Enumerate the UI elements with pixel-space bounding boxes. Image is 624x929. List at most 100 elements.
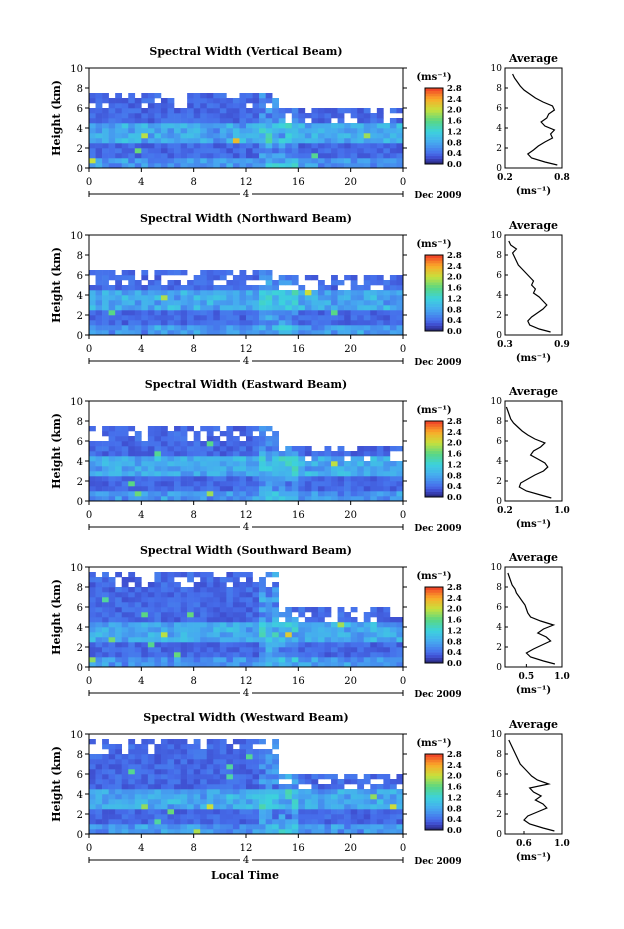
heatmap-cell: [128, 597, 136, 603]
heatmap-cell: [246, 320, 253, 326]
heatmap-cell: [121, 764, 129, 770]
heatmap-cell: [128, 809, 136, 815]
heatmap-cell: [396, 123, 404, 129]
heatmap-cell: [317, 657, 325, 663]
heatmap-cell: [383, 612, 391, 618]
heatmap-cell: [102, 819, 109, 825]
heatmap-cell: [396, 662, 404, 668]
heatmap-cell: [219, 809, 227, 815]
heatmap-cell: [147, 784, 155, 790]
heatmap-cell: [285, 491, 293, 497]
heatmap-cell: [134, 325, 142, 331]
heatmap-cell: [357, 814, 365, 820]
heatmap-cell: [376, 491, 384, 497]
heatmap-cell: [272, 759, 280, 765]
heatmap-cell: [350, 305, 358, 311]
heatmap-cell: [298, 158, 306, 164]
heatmap-cell: [128, 315, 136, 321]
heatmap-cell: [180, 607, 188, 613]
heatmap-cell: [285, 290, 293, 296]
heatmap-cell: [278, 163, 286, 169]
colorbar-frame: [424, 254, 444, 332]
heatmap-cell: [232, 451, 240, 457]
heatmap-cell: [89, 471, 96, 477]
heatmap-cell: [376, 330, 384, 336]
heatmap-cell: [311, 627, 319, 633]
heatmap-cell: [121, 662, 129, 668]
heatmap-cell: [174, 295, 181, 301]
heatmap-cell: [115, 607, 123, 613]
heatmap-cell: [219, 461, 227, 467]
heatmap-cell: [363, 451, 371, 457]
colorbar-segment: [425, 257, 443, 261]
heatmap-cell: [115, 451, 123, 457]
heatmap-cell: [317, 118, 325, 124]
heatmap-cell: [187, 320, 194, 326]
heatmap-cell: [370, 446, 378, 452]
heatmap-cell: [389, 325, 397, 331]
colorbar-segment: [425, 317, 443, 321]
heatmap-cell: [128, 799, 136, 805]
colorbar-segment: [425, 587, 443, 591]
heatmap-cell: [121, 436, 129, 442]
heatmap-cell: [95, 632, 103, 638]
heatmap-cell: [259, 774, 266, 780]
heatmap-cell: [200, 597, 208, 603]
heatmap-cell: [232, 779, 240, 785]
heatmap-cell: [102, 441, 109, 447]
heatmap-cell: [246, 652, 253, 658]
heatmap-cell: [265, 471, 273, 477]
heatmap-cell: [317, 652, 325, 658]
heatmap-cell: [291, 143, 299, 149]
heatmap-cell: [232, 128, 240, 134]
heatmap-cell: [226, 587, 234, 593]
heatmap-cell: [344, 310, 351, 316]
heatmap-cell: [141, 602, 149, 608]
colorbar-segment: [425, 797, 443, 801]
heatmap-cell: [239, 572, 247, 578]
heatmap-cell: [291, 315, 299, 321]
heatmap-cell: [226, 158, 234, 164]
heatmap-cell: [121, 647, 129, 653]
heatmap-cell: [246, 93, 253, 99]
heatmap-cell: [357, 290, 365, 296]
heatmap-cell: [95, 330, 103, 336]
heatmap-cell: [304, 486, 312, 492]
heatmap-cell: [252, 819, 260, 825]
heatmap-cell: [246, 804, 253, 810]
heatmap-cell: [246, 789, 253, 795]
heatmap-cell: [219, 310, 227, 316]
x-tick-label: 0: [400, 843, 406, 854]
heatmap-cell: [102, 582, 109, 588]
heatmap-cell: [370, 143, 378, 149]
heatmap-cell: [376, 486, 384, 492]
heatmap-cell: [115, 290, 123, 296]
heatmap-cell: [174, 809, 181, 815]
heatmap-cell: [363, 143, 371, 149]
colorbar-segment: [425, 461, 443, 465]
heatmap-cell: [108, 622, 116, 628]
heatmap-cell: [304, 829, 312, 835]
heatmap-cell: [160, 592, 168, 598]
heatmap-cell: [396, 647, 404, 653]
heatmap-cell: [213, 436, 221, 442]
heatmap-cell: [252, 446, 260, 452]
heatmap-cell: [298, 143, 306, 149]
heatmap-cell: [285, 476, 293, 482]
heatmap-cell: [128, 285, 136, 291]
heatmap-cell: [396, 295, 404, 301]
avg-y-tick-label: 8: [496, 84, 502, 94]
heatmap-cell: [95, 491, 103, 497]
heatmap-cell: [115, 108, 123, 114]
heatmap-cell: [219, 118, 227, 124]
heatmap-cell: [213, 163, 221, 169]
heatmap-cell: [115, 612, 123, 618]
heatmap-cell: [285, 295, 293, 301]
heatmap-cell: [239, 809, 247, 815]
heatmap-cell: [154, 486, 162, 492]
heatmap-cell: [291, 113, 299, 119]
heatmap-cell: [383, 290, 391, 296]
heatmap-cell: [272, 133, 280, 139]
heatmap-cell: [259, 461, 266, 467]
heatmap-cell: [128, 642, 136, 648]
